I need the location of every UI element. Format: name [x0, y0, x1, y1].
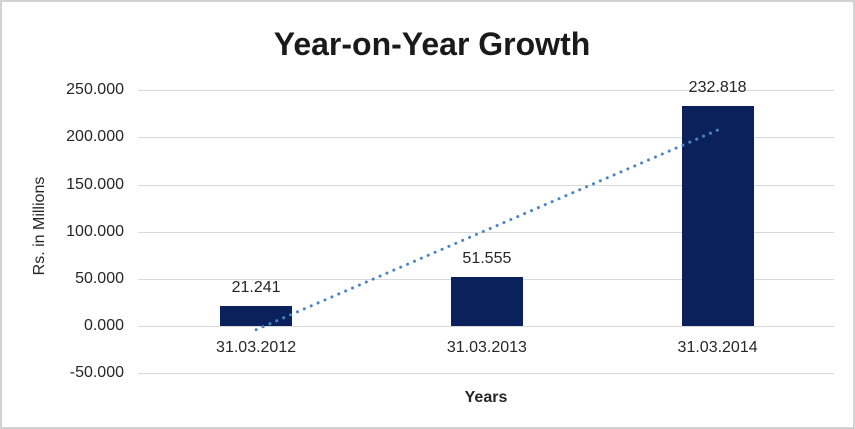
bar-value-label: 21.241: [231, 279, 281, 296]
bar-value-label: 232.818: [688, 79, 747, 97]
gridline: [138, 373, 834, 375]
bar-2012: [220, 306, 293, 326]
y-axis-tick-label: 50.000: [75, 269, 124, 287]
x-axis-category-label: 31.03.2012: [216, 339, 297, 356]
bar-value-label: 51.555: [462, 250, 512, 268]
chart-title: Year-on-Year Growth: [273, 26, 591, 62]
y-axis-tick-label: 0.000: [83, 317, 124, 334]
y-axis-tick-label: 200.000: [66, 128, 124, 146]
gridline: [138, 326, 834, 327]
x-axis-category-label: 31.03.2014: [677, 339, 758, 356]
y-axis-tick-label: 250.000: [66, 81, 124, 99]
y-axis-tick-label: 150.000: [66, 175, 124, 193]
y-axis-tick-label: 100.000: [66, 222, 124, 240]
gridline: [138, 90, 834, 92]
y-axis-tick-label: -50.000: [69, 364, 124, 382]
bar-2013: [450, 277, 523, 326]
bar-2014: [681, 106, 754, 326]
y-axis-title: Rs. in Millions: [31, 176, 48, 276]
x-axis-title: Years: [464, 389, 508, 406]
x-axis-category-label: 31.03.2013: [446, 339, 527, 356]
